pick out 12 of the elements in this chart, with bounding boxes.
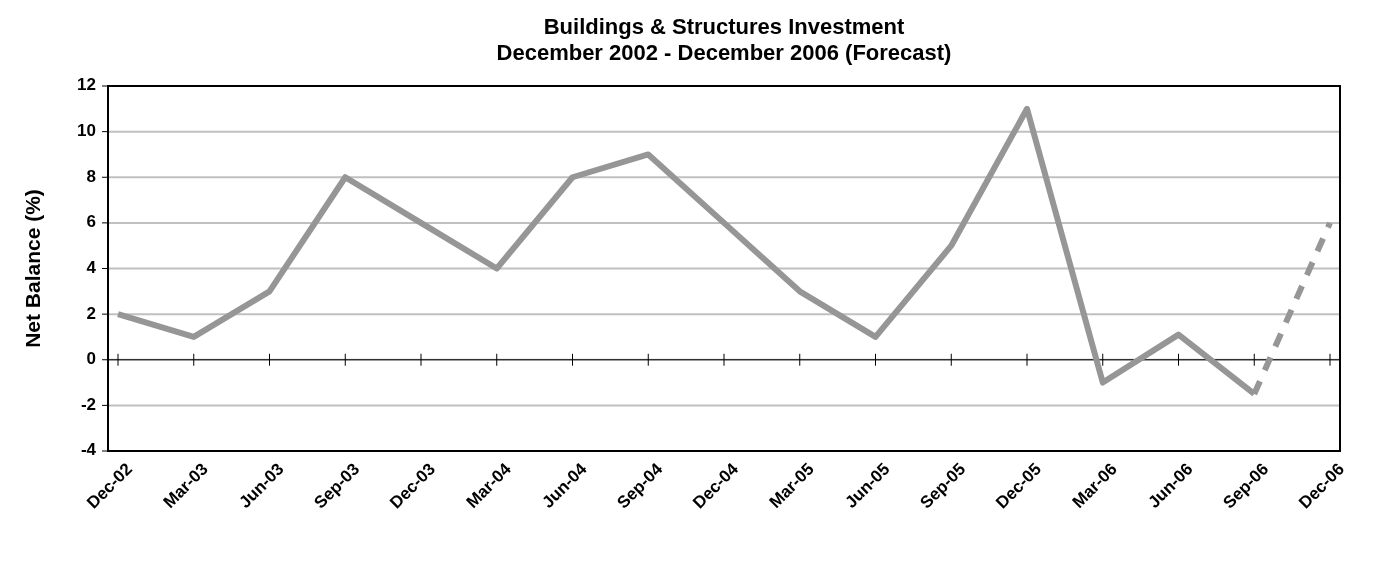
y-tick-label: 10 xyxy=(77,121,96,141)
y-tick-label: 8 xyxy=(86,166,96,186)
y-axis-title: Net Balance (%) xyxy=(21,189,44,348)
chart-title: Buildings & Structures Investment xyxy=(543,14,905,39)
y-tick-label: 6 xyxy=(86,212,96,232)
y-tick-label: 12 xyxy=(77,75,96,95)
y-tick-label: 4 xyxy=(86,257,97,277)
y-tick-label: 0 xyxy=(86,349,96,369)
y-tick-label: -4 xyxy=(80,440,97,460)
y-tick-label: 2 xyxy=(86,303,96,323)
chart-subtitle: December 2002 - December 2006 (Forecast) xyxy=(496,40,952,65)
y-tick-label: -2 xyxy=(80,394,96,414)
